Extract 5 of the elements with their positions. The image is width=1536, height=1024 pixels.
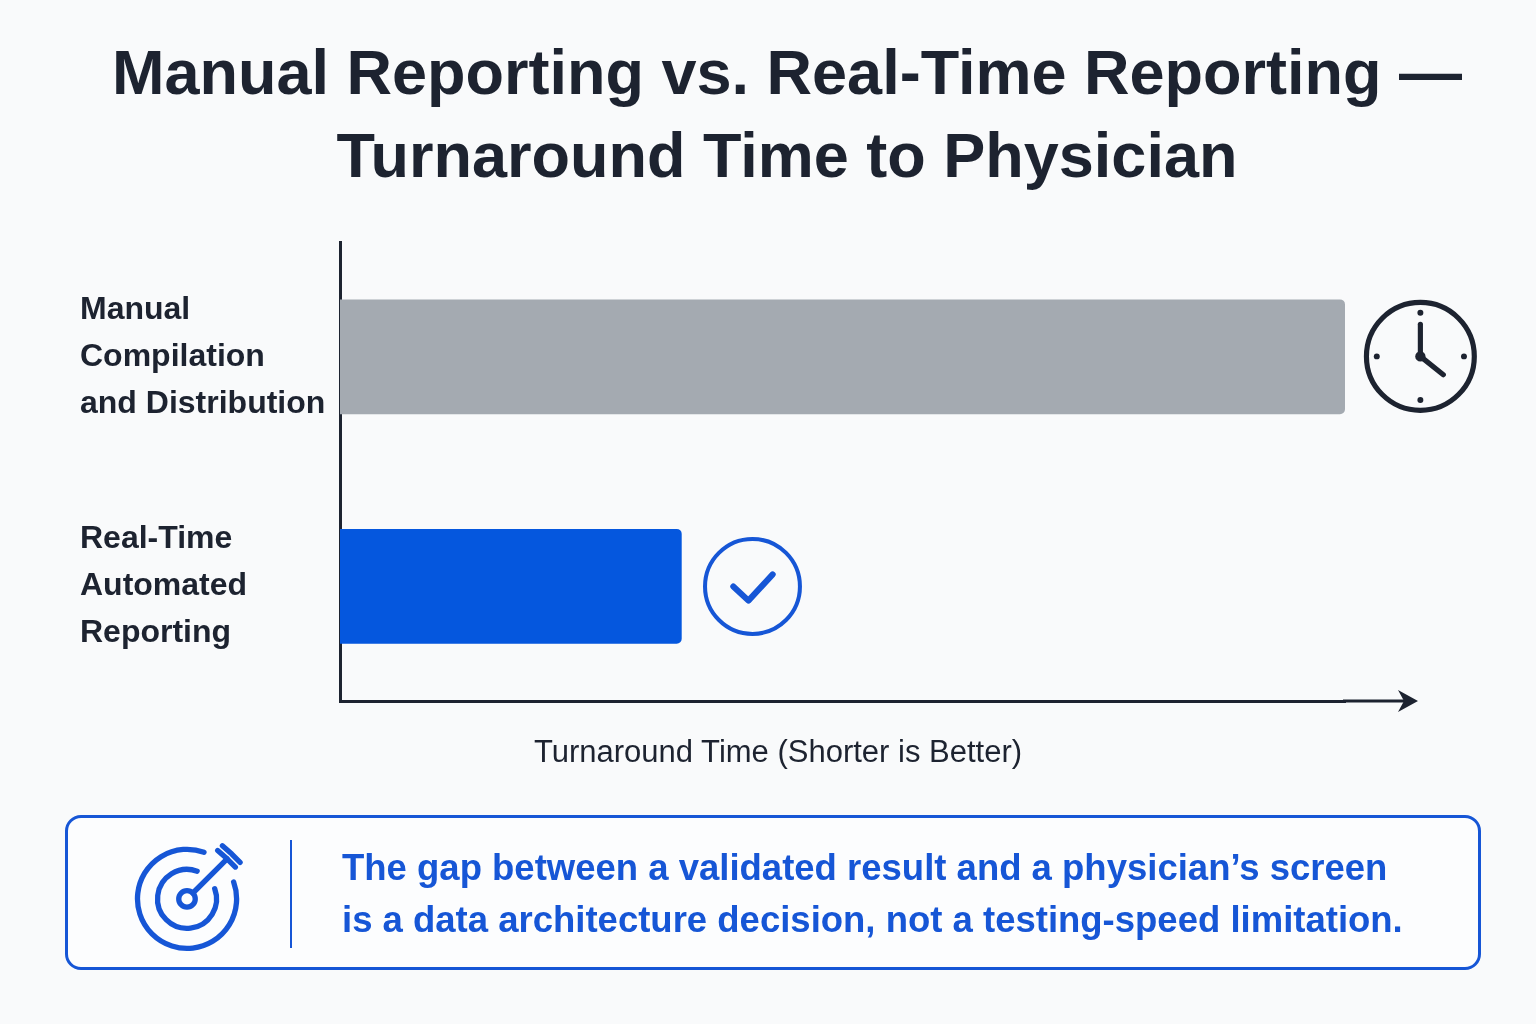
chart-title: Manual Reporting vs. Real-Time Reporting — Turnaround Time to Physician: [111, 37, 1463, 191]
y-tick-label: Manual Compilation and Distribution: [80, 289, 326, 420]
x-axis-title: Turnaround Time (Shorter is Better): [533, 733, 1023, 769]
text: The gap between a validated result and a physician’s screen is a data architecture decision, not a testing-speed limitation.: [342, 846, 1404, 942]
y-tick-label: Real-Time Automated Reporting: [80, 519, 248, 650]
